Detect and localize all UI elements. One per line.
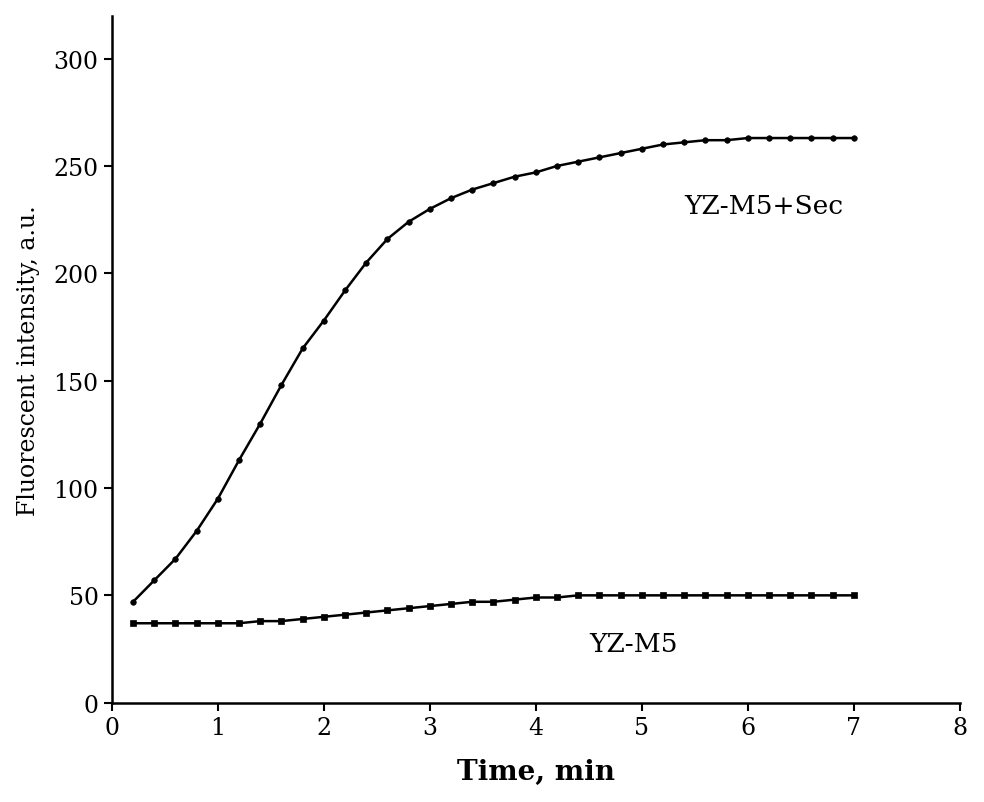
Text: YZ-M5+Sec: YZ-M5+Sec [684,194,843,219]
Y-axis label: Fluorescent intensity, a.u.: Fluorescent intensity, a.u. [17,205,39,515]
Text: YZ-M5: YZ-M5 [588,631,677,656]
X-axis label: Time, min: Time, min [457,759,615,785]
